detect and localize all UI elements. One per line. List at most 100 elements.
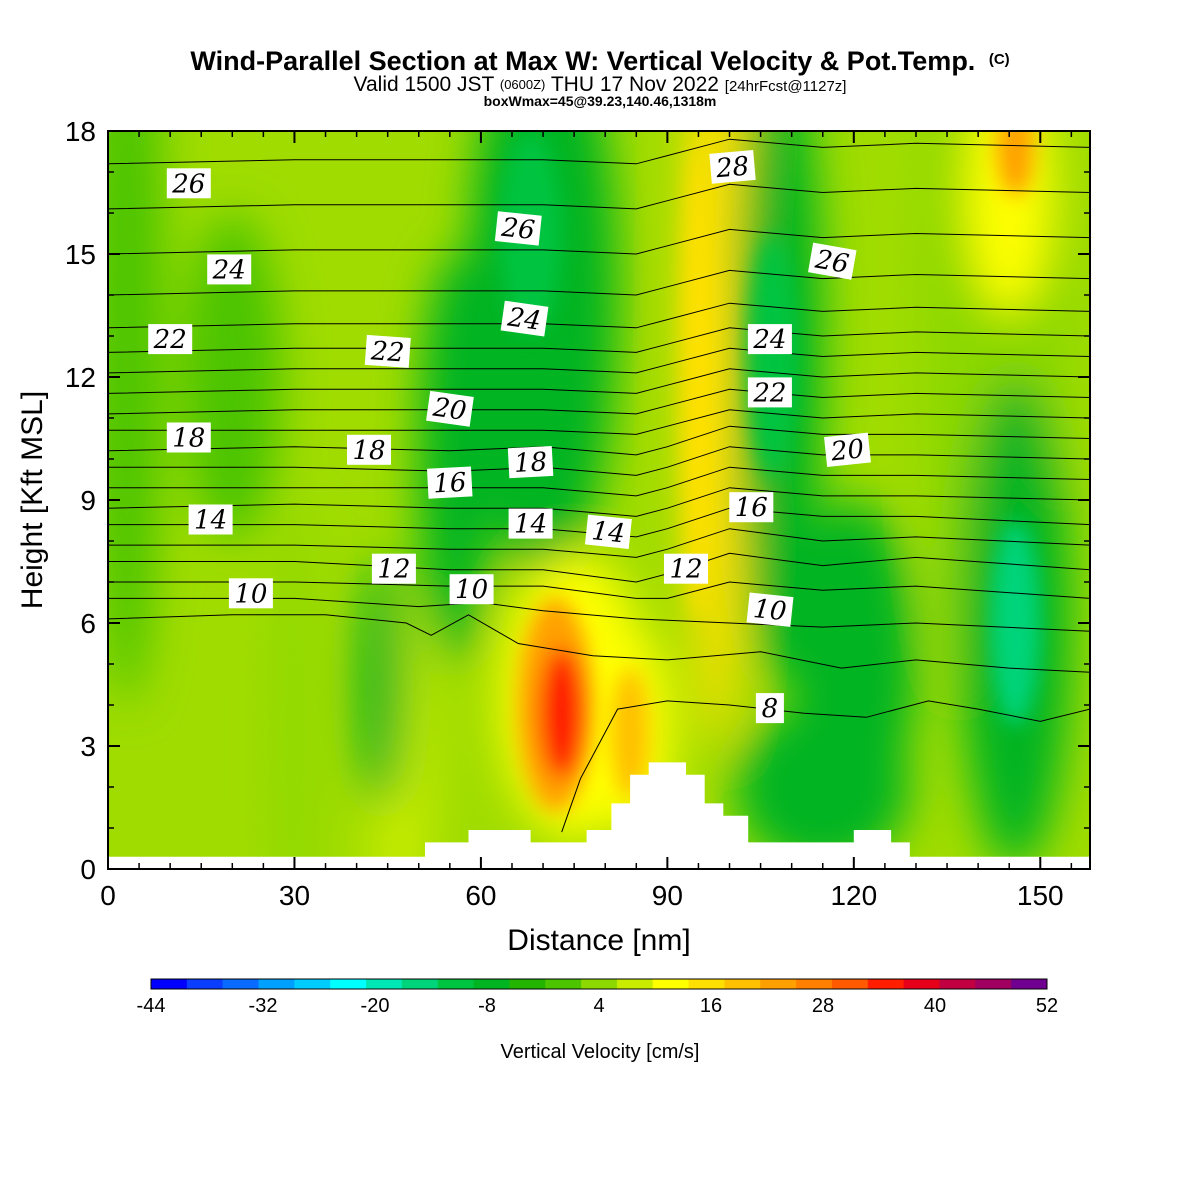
contour-label: 12 (371, 553, 416, 585)
colorbar-swatch (831, 979, 869, 989)
contour-label-text: 16 (432, 468, 467, 500)
y-tick-label: 12 (65, 362, 96, 393)
contour-label-text: 10 (234, 579, 267, 609)
x-tick-label: 90 (652, 880, 683, 911)
colorbar-swatch (688, 979, 725, 989)
colorbar-swatch (437, 979, 475, 989)
contour-label: 18 (166, 422, 211, 454)
chart-subtitle: Valid 1500 JST (0600Z) THU 17 Nov 2022 [… (354, 71, 847, 96)
y-tick-label: 9 (80, 485, 96, 516)
x-axis: 0 30 60 90 120 150 (100, 131, 1073, 911)
contour-label-text: 12 (669, 555, 702, 585)
contour-label: 10 (228, 578, 273, 609)
field-blob (182, 213, 283, 541)
contour-label-text: 22 (369, 336, 405, 368)
contour-label: 24 (500, 300, 549, 337)
colorbar-swatch (545, 979, 582, 989)
colorbar-swatch (867, 979, 905, 989)
theta-contour-24 (108, 302, 1090, 329)
contour-label: 10 (449, 574, 494, 605)
field-core (996, 131, 1035, 197)
colorbar-swatch (616, 979, 654, 989)
contour-label-text: 18 (352, 436, 385, 466)
plot-area: 26 24 22 18 14 10 26 24 22 20 18 18 16 14 14 12 12 10 10 28… (108, 131, 1090, 869)
theta-contour-26 (108, 228, 1090, 255)
y-tick-label: 3 (80, 731, 96, 762)
field-blob (275, 500, 314, 869)
colorbar-tick-label: -44 (137, 995, 166, 1017)
theta-contour-10 (108, 614, 1090, 673)
contour-label: 24 (207, 254, 252, 285)
colorbar-swatch (724, 979, 761, 989)
field-core (611, 668, 649, 800)
y-tick-label: 15 (65, 239, 96, 270)
colorbar-swatch (796, 979, 833, 989)
contour-label-text: 10 (752, 594, 788, 627)
colorbar-tick-label: -20 (361, 995, 390, 1017)
x-tick-label: 150 (1017, 880, 1064, 911)
x-tick-label: 60 (465, 880, 496, 911)
contour-label: 20 (426, 390, 474, 427)
colorbar-tick-label: 40 (924, 995, 946, 1017)
y-tick-label: 0 (80, 854, 96, 885)
x-axis-label: Distance [nm] (507, 924, 690, 957)
contour-label: 26 (808, 242, 857, 280)
colorbar-tick-label: 28 (812, 995, 834, 1017)
colorbar-swatch (151, 979, 188, 989)
contour-label: 12 (664, 553, 708, 585)
contour-label: 22 (364, 334, 411, 369)
contour-label: 14 (188, 504, 233, 536)
contour-label-text: 14 (590, 516, 626, 549)
colorbar-swatch (939, 979, 976, 989)
field-core (990, 520, 1041, 726)
x-tick-label: 120 (830, 880, 877, 911)
colorbar-swatch (1011, 979, 1048, 989)
x-tick-label: 0 (100, 880, 116, 911)
contour-label: 16 (729, 492, 774, 523)
contour-label: 10 (746, 592, 794, 627)
theta-contour-8 (561, 700, 1090, 833)
colorbar-tick-label: 4 (593, 995, 604, 1017)
theta-contour-25 (108, 269, 1090, 296)
colorbar-swatch (581, 979, 618, 989)
colorbar-swatch (760, 979, 797, 989)
contour-label: 18 (347, 434, 391, 466)
colorbar-tick-label: 52 (1036, 995, 1058, 1017)
contour-label-text: 26 (499, 213, 536, 246)
contour-label: 8 (755, 693, 784, 724)
chart-boxw: boxWmax=45@39.23,140.46,1318m (484, 93, 717, 109)
colorbar-swatch (366, 979, 403, 989)
colorbar-swatch (294, 979, 331, 989)
y-axis: 0 3 6 9 12 15 18 (65, 116, 1090, 885)
colorbar-swatch (975, 979, 1012, 989)
contour-labels: 26 24 22 18 14 10 26 24 22 20 18 18 16 14 14 12 12 10 10 28… (148, 150, 871, 724)
theta-contour-22 (108, 347, 1090, 374)
colorbar-label: Vertical Velocity [cm/s] (501, 1041, 700, 1063)
terrain (108, 762, 1090, 869)
contour-label-text: 22 (752, 378, 786, 408)
field-blob (965, 131, 1053, 316)
y-axis-label: Height [Kft MSL] (16, 391, 49, 609)
title-mark: (C) (989, 51, 1010, 68)
y-tick-label: 6 (80, 608, 96, 639)
field-blob (356, 561, 407, 808)
field-blob (735, 705, 910, 869)
theta-contour-13 (108, 528, 1090, 558)
field-core (748, 233, 798, 480)
contour-label-text: 24 (505, 302, 543, 336)
colorbar-swatch (473, 979, 510, 989)
contour-label: 26 (166, 168, 211, 199)
theta-contour-21 (108, 368, 1090, 394)
colorbar-swatch (509, 979, 546, 989)
theta-contour-20 (108, 388, 1090, 415)
field-core (539, 647, 584, 779)
contour-label-text: 22 (153, 325, 187, 355)
theta-contour-27 (108, 183, 1090, 210)
colorbar-swatch (652, 979, 690, 989)
contour-label-text: 16 (735, 493, 768, 523)
contour-label: 24 (747, 324, 792, 355)
colorbar-swatch (401, 979, 439, 989)
contour-label-text: 14 (514, 510, 547, 540)
contour-label: 28 (709, 150, 756, 184)
